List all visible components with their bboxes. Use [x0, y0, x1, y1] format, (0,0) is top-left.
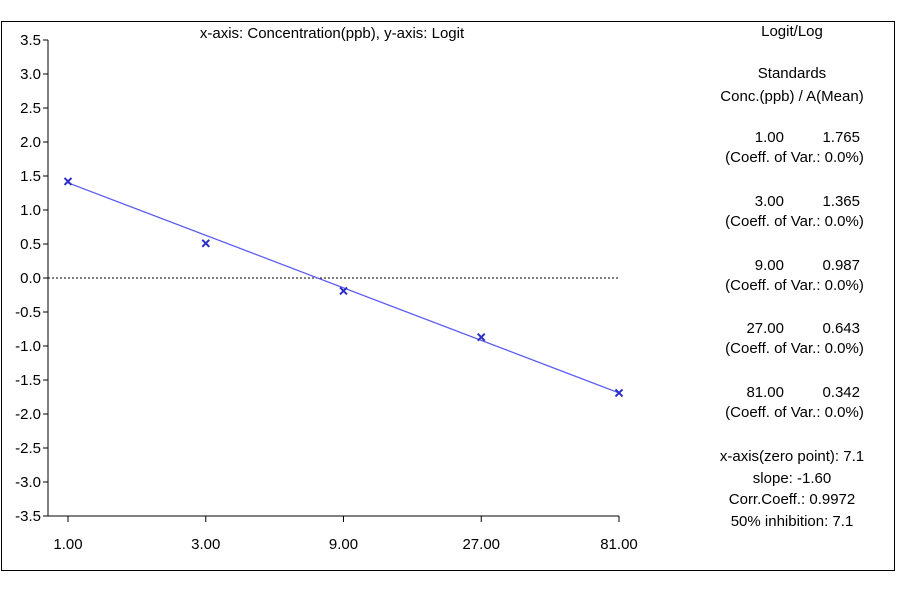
standard-cv: (Coeff. of Var.: 0.0%): [725, 213, 864, 230]
standard-mean: 0.342: [822, 384, 860, 401]
standard-row: 27.00 0.643 (Coeff. of Var.: 0.0%): [702, 319, 892, 359]
columns-heading: Conc.(ppb) / A(Mean): [720, 88, 864, 105]
data-point: [63, 177, 73, 186]
x-tick-label: 9.00: [329, 536, 358, 553]
data-point: [614, 388, 624, 398]
x-tick-label: 3.00: [191, 536, 220, 553]
x-tick-label: 27.00: [462, 536, 500, 553]
inhibition-stat: 50% inhibition: 7.1: [730, 513, 854, 530]
y-tick-label: -3.0: [15, 474, 41, 491]
y-tick-label: -2.0: [15, 406, 41, 423]
standard-conc: 81.00: [746, 384, 784, 401]
x-tick-label: 1.00: [53, 536, 82, 553]
standard-cv: (Coeff. of Var.: 0.0%): [725, 404, 864, 421]
panel-title: Logit/Log: [761, 23, 823, 40]
data-point-stroke: [339, 286, 348, 296]
chart-plot: x-axis: Concentration(ppb), y-axis: Logi…: [15, 25, 638, 553]
standard-row: 9.00 0.987 (Coeff. of Var.: 0.0%): [702, 256, 892, 296]
y-tick-label: 0.5: [20, 236, 41, 253]
standard-row: 1.00 1.765 (Coeff. of Var.: 0.0%): [702, 128, 892, 168]
y-tick-label: 1.5: [20, 168, 41, 185]
data-point-stroke: [477, 332, 486, 342]
standard-row: 3.00 1.365 (Coeff. of Var.: 0.0%): [702, 192, 892, 232]
chart-title: x-axis: Concentration(ppb), y-axis: Logi…: [200, 25, 465, 42]
y-tick-label: 1.0: [20, 202, 41, 219]
standard-row: 81.00 0.342 (Coeff. of Var.: 0.0%): [702, 383, 892, 423]
data-point: [339, 286, 348, 296]
data-point: [477, 332, 486, 342]
standard-mean: 0.987: [822, 257, 860, 274]
y-tick-label: 3.0: [20, 66, 41, 83]
standard-mean: 1.365: [822, 193, 860, 210]
y-tick-label: 0.0: [20, 270, 41, 287]
y-tick-label: 2.5: [20, 100, 41, 117]
standard-cv: (Coeff. of Var.: 0.0%): [725, 149, 864, 166]
standard-conc: 1.00: [754, 129, 784, 146]
y-tick-label: -0.5: [15, 304, 41, 321]
x-axis: 1.00 3.00 9.00 27.00 81.00: [48, 515, 638, 553]
data-point-stroke: [63, 177, 73, 186]
slope-stat: slope: -1.60: [752, 470, 832, 487]
standard-conc: 3.00: [754, 193, 784, 210]
standard-conc: 27.00: [746, 320, 784, 337]
standard-cv: (Coeff. of Var.: 0.0%): [725, 277, 864, 294]
data-point: [201, 239, 210, 248]
y-tick-label: 3.5: [20, 32, 41, 49]
y-tick-label: -2.5: [15, 440, 41, 457]
x-tick-label: 81.00: [600, 536, 638, 553]
standard-mean: 0.643: [822, 320, 860, 337]
y-tick-label: 2.0: [20, 134, 41, 151]
standard-cv: (Coeff. of Var.: 0.0%): [725, 340, 864, 357]
fit-line: [67, 182, 620, 394]
standard-mean: 1.765: [822, 129, 860, 146]
standard-conc: 9.00: [754, 257, 784, 274]
data-point-stroke: [201, 239, 210, 248]
corr-coeff-stat: Corr.Coeff.: 0.9972: [728, 491, 856, 508]
y-tick-label: -1.0: [15, 338, 41, 355]
y-axis: 3.5 3.0 2.5 2.0 1.5 1.0 0.5 0.0 -0.5 -1.0 -1.5 -2.0…: [15, 32, 49, 525]
plot-marks: [48, 177, 624, 398]
zero-point-stat: x-axis(zero point): 7.1: [719, 448, 865, 465]
y-tick-label: -3.5: [15, 508, 41, 525]
data-point-stroke: [614, 388, 624, 398]
standards-heading: Standards: [757, 65, 827, 82]
chart-frame: x-axis: Concentration(ppb), y-axis: Logi…: [1, 21, 895, 571]
y-tick-label: -1.5: [15, 372, 41, 389]
